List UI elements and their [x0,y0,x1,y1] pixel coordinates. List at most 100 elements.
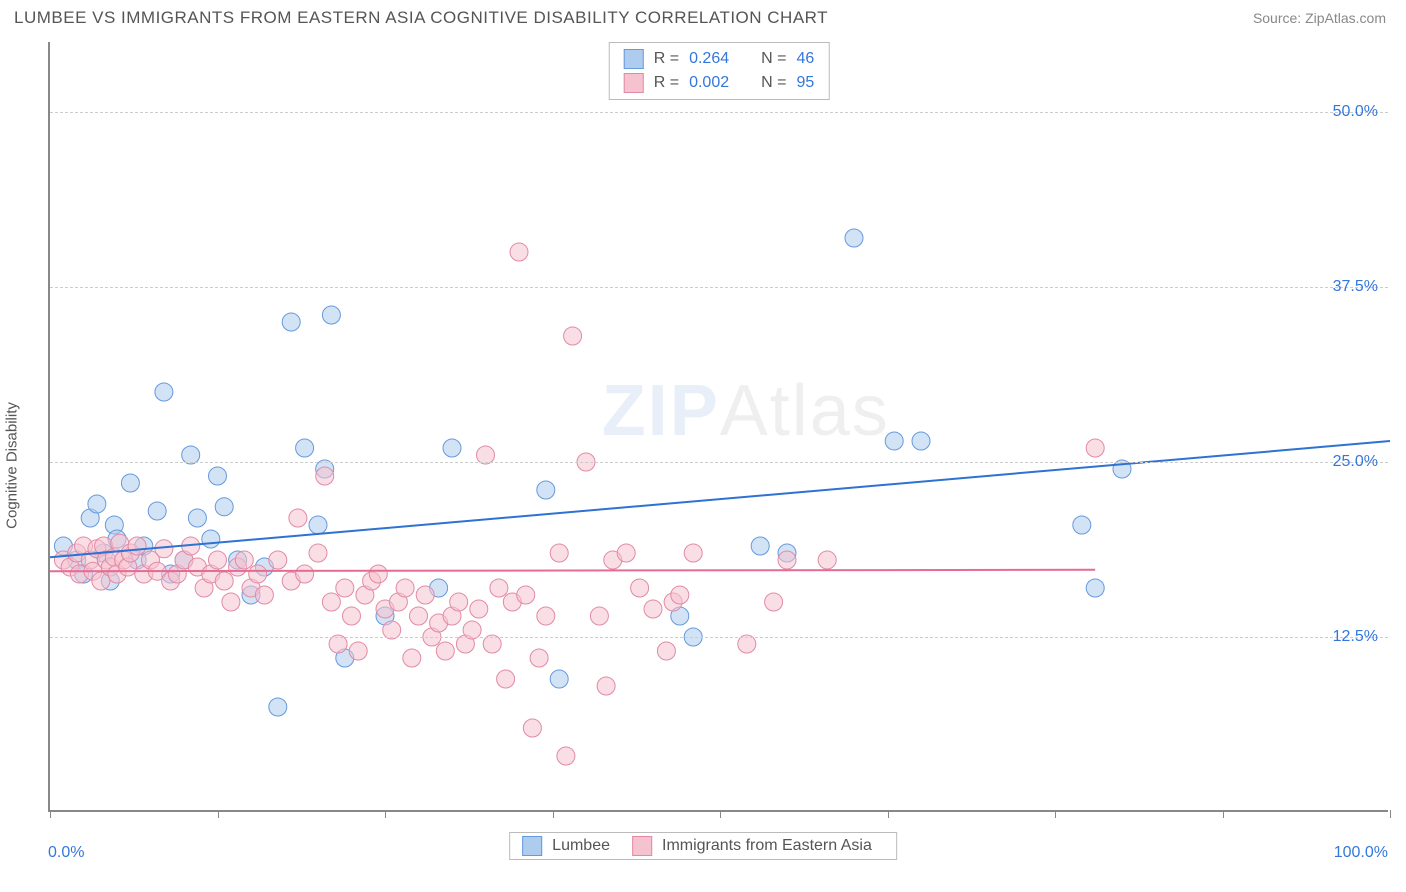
chart-header: LUMBEE VS IMMIGRANTS FROM EASTERN ASIA C… [0,0,1406,32]
chart-title: LUMBEE VS IMMIGRANTS FROM EASTERN ASIA C… [14,8,828,28]
scatter-point [336,579,354,597]
scatter-point [322,593,340,611]
scatter-point [443,439,461,457]
scatter-point [369,565,387,583]
scatter-point [215,498,233,516]
scatter-point [517,586,535,604]
r-label: R = [654,74,679,92]
scatter-point [631,579,649,597]
scatter-point [671,586,689,604]
grid-line [50,637,1388,638]
plot-area: ZIPAtlas R =0.264N =46R =0.002N =95 12.5… [48,42,1388,812]
x-tick [218,810,219,818]
scatter-point [751,537,769,555]
scatter-point [550,544,568,562]
legend-label: Immigrants from Eastern Asia [662,837,872,855]
source-attribution: Source: ZipAtlas.com [1253,10,1386,26]
x-tick [1223,810,1224,818]
scatter-point [222,593,240,611]
y-tick-label: 50.0% [1333,103,1378,121]
scatter-point [550,670,568,688]
scatter-point [684,544,702,562]
scatter-point [235,551,253,569]
r-value: 0.002 [689,74,729,92]
scatter-point [416,586,434,604]
scatter-point [289,509,307,527]
scatter-point [202,530,220,548]
scatter-point [470,600,488,618]
y-tick-label: 37.5% [1333,278,1378,296]
legend-swatch [632,836,652,856]
scatter-point [309,516,327,534]
r-value: 0.264 [689,50,729,68]
scatter-point [523,719,541,737]
scatter-point [644,600,662,618]
legend-swatch [522,836,542,856]
scatter-point [885,432,903,450]
scatter-point [537,607,555,625]
x-tick [888,810,889,818]
x-tick [385,810,386,818]
legend-label: Lumbee [552,837,610,855]
n-value: 46 [796,50,814,68]
chart-wrapper: Cognitive Disability ZIPAtlas R =0.264N … [0,32,1406,882]
scatter-point [396,579,414,597]
stats-legend: R =0.264N =46R =0.002N =95 [609,42,830,100]
y-tick-label: 12.5% [1333,628,1378,646]
r-label: R = [654,50,679,68]
x-tick [553,810,554,818]
scatter-point [343,607,361,625]
scatter-point [148,502,166,520]
scatter-point [282,313,300,331]
grid-line [50,287,1388,288]
x-axis-max-label: 100.0% [1334,844,1388,862]
scatter-point [497,670,515,688]
scatter-point [1073,516,1091,534]
scatter-point [845,229,863,247]
scatter-point [657,642,675,660]
scatter-point [557,747,575,765]
scatter-point [537,481,555,499]
scatter-point [309,544,327,562]
scatter-point [912,432,930,450]
scatter-point [597,677,615,695]
scatter-point [249,565,267,583]
x-tick [720,810,721,818]
scatter-point [188,509,206,527]
stats-legend-row: R =0.002N =95 [624,71,815,95]
grid-line [50,462,1388,463]
scatter-point [590,607,608,625]
scatter-point [530,649,548,667]
series-legend: Lumbee Immigrants from Eastern Asia [509,832,897,860]
scatter-point [450,593,468,611]
grid-line [50,112,1388,113]
scatter-point [88,495,106,513]
scatter-point [410,607,428,625]
scatter-point [296,565,314,583]
scatter-point [269,698,287,716]
scatter-point [209,467,227,485]
legend-swatch [624,73,644,93]
scatter-point [128,537,146,555]
scatter-point [765,593,783,611]
scatter-point [1086,579,1104,597]
scatter-point [778,551,796,569]
scatter-point [349,642,367,660]
trend-line [50,570,1095,571]
scatter-point [818,551,836,569]
scatter-point [209,551,227,569]
scatter-point [322,306,340,324]
scatter-point [215,572,233,590]
scatter-point [121,474,139,492]
scatter-point [269,551,287,569]
y-tick-label: 25.0% [1333,453,1378,471]
scatter-point [617,544,635,562]
x-tick [1390,810,1391,818]
scatter-point [403,649,421,667]
legend-swatch [624,49,644,69]
scatter-point [296,439,314,457]
scatter-plot-svg [50,42,1388,810]
n-label: N = [761,74,786,92]
scatter-point [155,383,173,401]
scatter-point [490,579,508,597]
